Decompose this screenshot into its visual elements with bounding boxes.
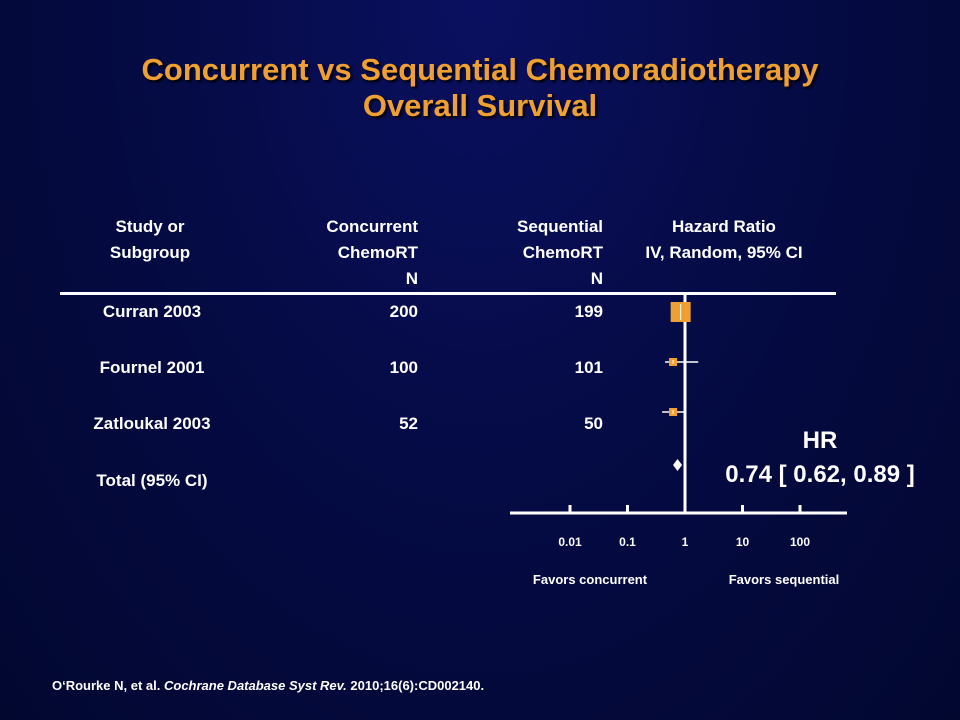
citation: O‘Rourke N, et al. Cochrane Database Sys… [52, 678, 484, 693]
summary-hr-value: 0.74 [ 0.62, 0.89 ] [725, 461, 915, 488]
header-concurrent: Concurrent ChemoRT N [278, 214, 418, 292]
slide-title-line1: Concurrent vs Sequential Chemoradiothera… [141, 52, 819, 87]
total-diamond [673, 459, 683, 471]
header-sequential-line2: ChemoRT [522, 243, 603, 262]
row-study-name: Fournel 2001 [99, 358, 205, 377]
x-tick-label: 0.1 [619, 535, 636, 549]
row-study-name: Curran 2003 [102, 302, 202, 321]
x-tick-label: 0.01 [558, 535, 582, 549]
header-concurrent-line2: ChemoRT [337, 243, 418, 262]
favors-sequential-label: Favors sequential [729, 572, 840, 587]
header-concurrent-line3: N [405, 269, 418, 288]
slide-title-line2: Overall Survival [362, 88, 598, 123]
header-hazard-ratio: Hazard Ratio IV, Random, 95% CI [614, 214, 834, 266]
favors-concurrent-label: Favors concurrent [533, 572, 648, 587]
citation-authors: O‘Rourke N, et al. [52, 678, 164, 693]
row-sequential-n: 50 [584, 414, 603, 433]
slide-title: Concurrent vs Sequential Chemoradiothera… [0, 52, 960, 124]
row-sequential-n: 101 [574, 358, 603, 377]
header-sequential: Sequential ChemoRT N [463, 214, 603, 292]
row-concurrent-n: 200 [389, 302, 418, 321]
x-tick-label: 100 [790, 535, 810, 549]
total-row-label: Total (95% CI) [96, 471, 208, 490]
summary-hr-label: HR [802, 427, 838, 454]
header-hr-line2: IV, Random, 95% CI [645, 243, 803, 262]
header-study-line1: Study or [115, 217, 185, 236]
x-tick-label: 1 [682, 535, 689, 549]
row-study-name: Zatloukal 2003 [93, 414, 211, 433]
header-study: Study or Subgroup [80, 214, 220, 266]
header-study-line2: Subgroup [109, 243, 191, 262]
header-sequential-line1: Sequential [517, 217, 603, 236]
header-hr-line1: Hazard Ratio [672, 217, 776, 236]
header-divider [60, 292, 836, 295]
row-concurrent-n: 52 [399, 414, 418, 433]
header-sequential-line3: N [590, 269, 603, 288]
citation-details: 2010;16(6):CD002140. [346, 678, 485, 693]
x-tick-label: 10 [736, 535, 750, 549]
row-concurrent-n: 100 [389, 358, 418, 377]
row-sequential-n: 199 [574, 302, 603, 321]
header-concurrent-line1: Concurrent [326, 217, 418, 236]
citation-journal: Cochrane Database Syst Rev. [163, 678, 347, 693]
